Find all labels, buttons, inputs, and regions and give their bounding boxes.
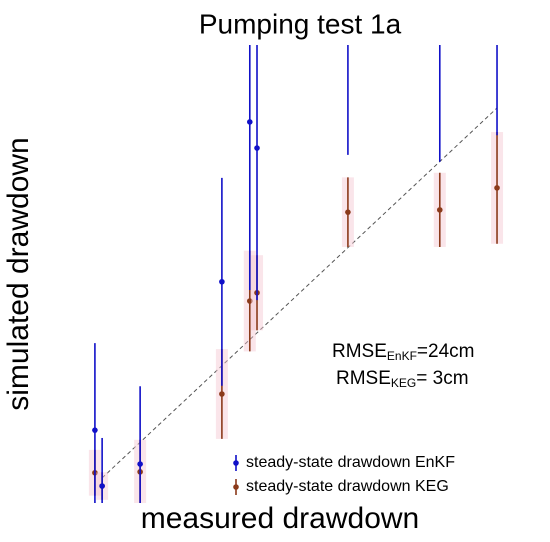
rmse-rest: =24cm xyxy=(417,341,475,362)
rmse-label: RMSEKEG= 3cm xyxy=(336,368,469,390)
point xyxy=(137,461,143,467)
rmse-rest: = 3cm xyxy=(416,368,468,389)
y-axis-label: simulated drawdown xyxy=(2,137,35,410)
point xyxy=(436,207,443,213)
point xyxy=(219,278,225,285)
chart-title: Pumping test 1a xyxy=(199,8,402,39)
legend-label: steady-state drawdown KEG xyxy=(246,478,449,495)
rmse-label: RMSEEnKF=24cm xyxy=(332,341,474,363)
plot-area xyxy=(88,45,504,503)
point xyxy=(99,483,105,489)
legend-label: steady-state drawdown EnKF xyxy=(246,454,455,471)
point xyxy=(92,427,98,433)
legend-marker xyxy=(233,460,239,466)
point xyxy=(254,145,260,151)
rmse-sub: EnKF xyxy=(387,349,417,363)
x-axis-label: measured drawdown xyxy=(141,502,419,535)
reference-line xyxy=(101,107,498,479)
legend-marker xyxy=(233,484,239,490)
rmse-main: RMSE xyxy=(336,368,391,389)
rmse-main: RMSE xyxy=(332,341,387,362)
point xyxy=(246,119,253,125)
point xyxy=(246,298,253,304)
point xyxy=(345,209,351,215)
point xyxy=(219,391,225,397)
legend: steady-state drawdown EnKF steady-state d… xyxy=(233,454,455,495)
point xyxy=(494,185,500,191)
rmse-sub: KEG xyxy=(391,376,416,390)
